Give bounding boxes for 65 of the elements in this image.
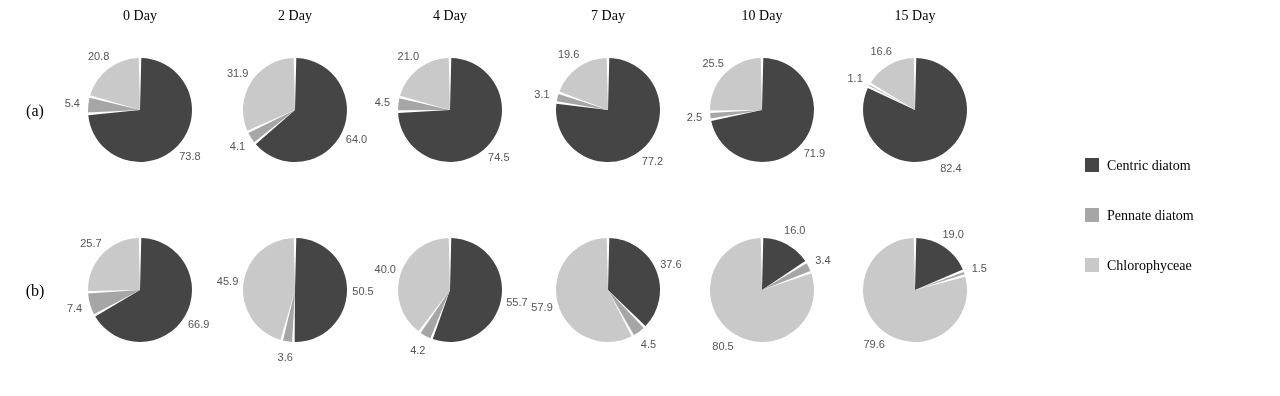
legend-label: Chlorophyceae (1107, 257, 1192, 273)
data-label: 79.6 (863, 338, 885, 351)
data-label: 73.8 (179, 150, 201, 163)
data-label: 16.6 (870, 44, 892, 57)
data-label: 16.0 (784, 224, 806, 237)
data-label: 37.6 (660, 258, 682, 271)
data-label: 19.6 (557, 48, 580, 61)
legend-label: Pennate diatom (1107, 207, 1194, 223)
data-label: 31.9 (226, 67, 249, 80)
data-label: 20.8 (87, 49, 110, 62)
data-label: 3.4 (815, 253, 831, 266)
data-label: 77.2 (641, 155, 664, 168)
data-label: 55.7 (506, 296, 528, 309)
data-label: 4.5 (374, 96, 391, 109)
chart-title: 4 Day (433, 8, 467, 23)
pie-slice (762, 238, 806, 290)
data-label: 5.4 (64, 97, 80, 110)
data-label: 25.7 (80, 236, 102, 249)
pie-slice (255, 58, 347, 162)
chart-title: 0 Day (123, 8, 157, 23)
pie-slice (399, 58, 450, 110)
data-label: 21.0 (397, 50, 420, 63)
data-label: 7.4 (66, 302, 83, 315)
data-label: 19.0 (942, 227, 964, 240)
data-label: 57.9 (531, 300, 553, 313)
data-label: 45.9 (216, 275, 239, 288)
chart-title: 15 Day (894, 8, 936, 23)
pie-slice (710, 238, 814, 342)
pie-slice (870, 58, 915, 110)
pie-slice (294, 238, 347, 342)
data-label: 3.1 (534, 87, 550, 100)
pie-slice (88, 97, 140, 113)
data-label: 4.2 (410, 343, 426, 356)
legend-label: Centric diatom (1107, 157, 1191, 173)
data-label: 25.5 (702, 56, 724, 69)
pie-slice (556, 238, 632, 342)
pie-slice (243, 238, 295, 340)
pie-slice (432, 238, 502, 342)
data-label: 82.4 (940, 161, 962, 174)
pie-slice (863, 58, 967, 162)
data-label: 1.1 (847, 71, 863, 84)
pie-slice (398, 238, 450, 332)
chart-title: 7 Day (591, 8, 625, 23)
data-label: 4.1 (229, 140, 246, 153)
chart-title: 2 Day (278, 8, 312, 23)
pie-slice (608, 238, 660, 327)
data-label: 2.5 (686, 111, 703, 124)
data-label: 74.5 (488, 151, 510, 164)
data-label: 80.5 (712, 339, 734, 352)
pie-slice (863, 238, 967, 342)
chart-title: 10 Day (741, 8, 783, 23)
pie-slice (90, 58, 140, 110)
pie-slice (915, 238, 963, 290)
data-label: 64.0 (345, 132, 368, 145)
pie-slice (559, 58, 608, 110)
data-label: 66.9 (187, 318, 210, 331)
data-label: 1.5 (971, 261, 987, 274)
data-label: 40.0 (374, 262, 397, 275)
data-label: 4.5 (640, 338, 657, 351)
text: (a) (26, 101, 44, 120)
text: (b) (25, 281, 45, 300)
data-label: 3.6 (277, 351, 293, 364)
pie-slice (88, 290, 140, 315)
data-label: 50.5 (352, 284, 374, 297)
data-label: 71.9 (803, 147, 826, 160)
